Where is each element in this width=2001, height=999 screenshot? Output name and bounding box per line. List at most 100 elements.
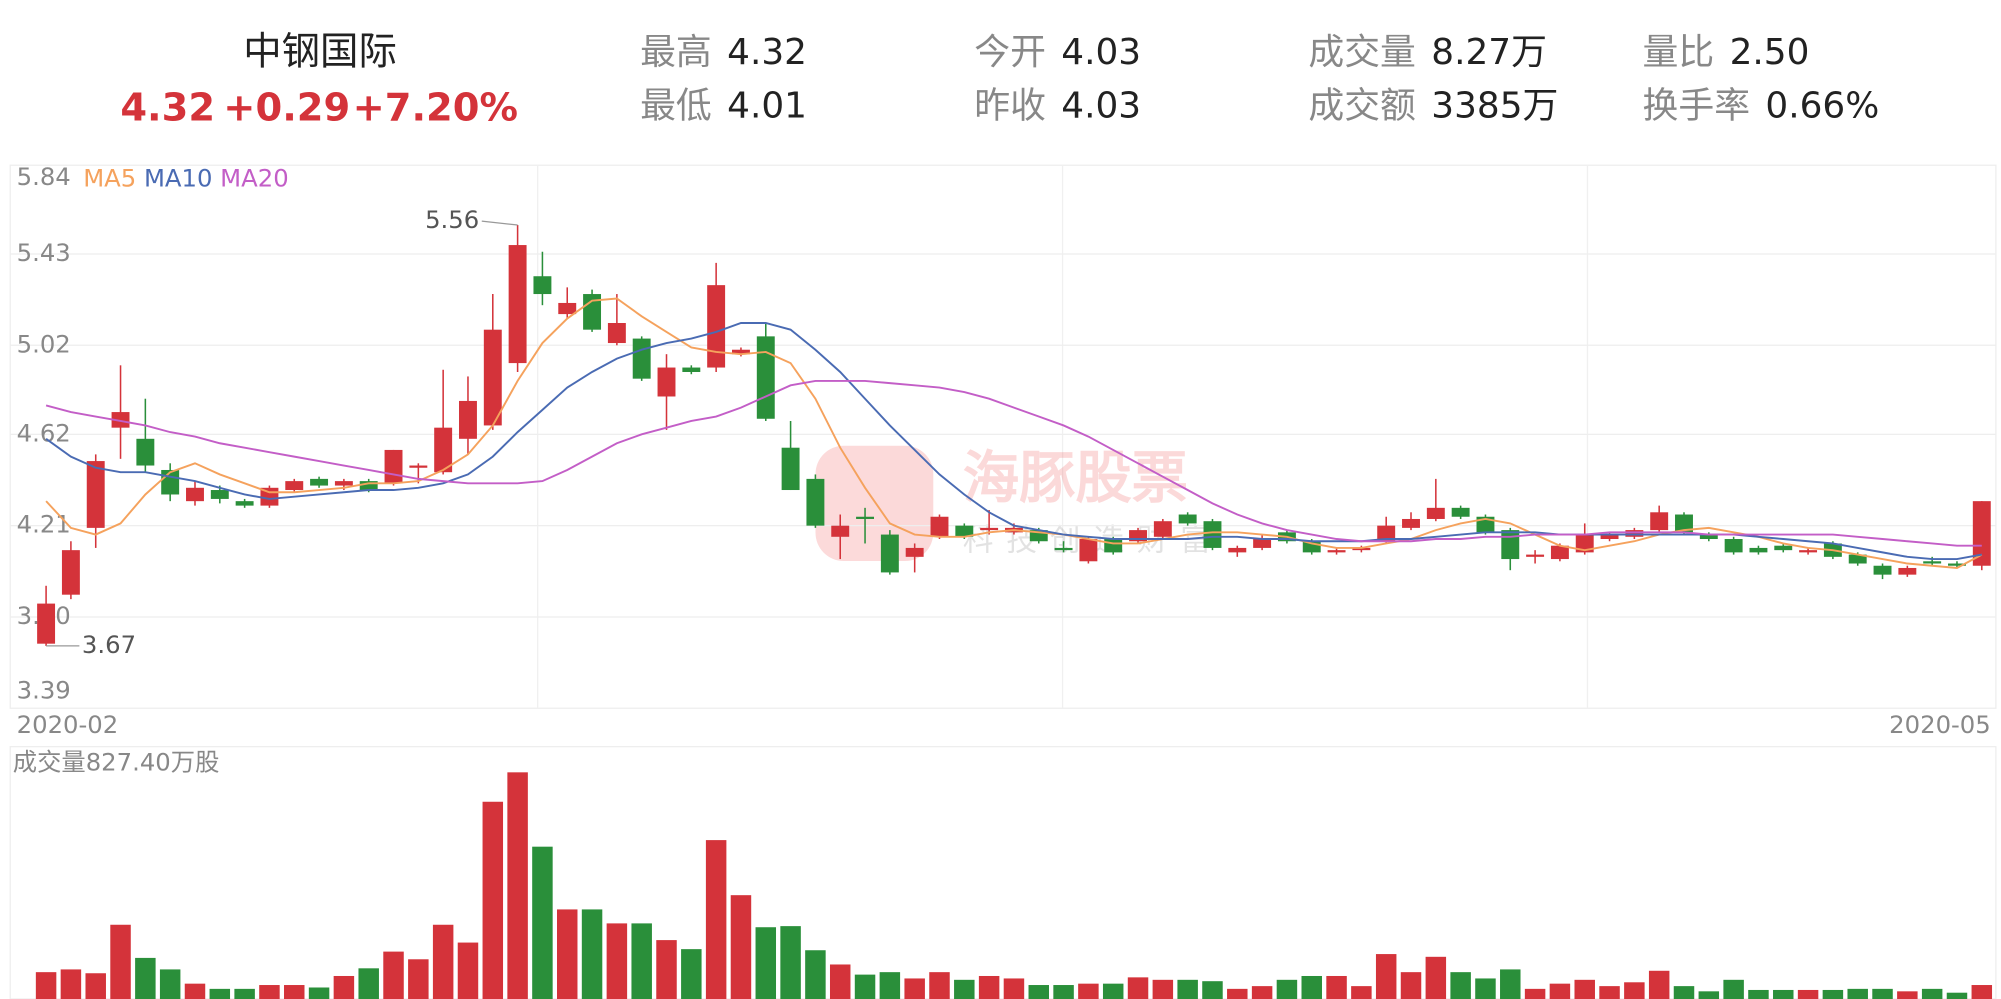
candle-body [1948, 563, 1966, 566]
watermark-brand: 海豚股票 [963, 446, 1188, 511]
candle-body [1650, 512, 1669, 531]
volume-bar [60, 969, 82, 999]
volume-bar [929, 972, 950, 999]
candle-body [781, 447, 800, 491]
volume-bar [1500, 969, 1521, 999]
y-tick-label: 4.21 [17, 510, 71, 539]
candle-body [880, 534, 899, 573]
legend-entry: MA10 [144, 163, 213, 192]
volume-bar [854, 974, 876, 999]
candle-body [980, 527, 999, 531]
stat-label: 成交量 [1308, 32, 1416, 73]
candle-body [1724, 539, 1743, 553]
y-tick-label: 5.43 [17, 238, 71, 267]
change-pct: +7.20% [353, 86, 518, 131]
volume-bar [1003, 978, 1025, 999]
volume-bar [1152, 979, 1174, 999]
stat-value: 4.03 [1061, 86, 1141, 127]
volume-bar [1301, 975, 1322, 999]
volume-bar [1971, 985, 1993, 999]
candle-body [930, 516, 949, 537]
candle-body [632, 338, 651, 379]
candle-body [1526, 554, 1545, 557]
volume-bar [507, 772, 528, 999]
candle-body [1426, 507, 1445, 519]
volume-bar [1102, 983, 1124, 999]
x-tick-label: 2020-05 [1889, 710, 1991, 739]
candle-body [1848, 554, 1867, 564]
candle-body [731, 349, 750, 355]
candle-body [1153, 521, 1172, 537]
max-pointer [481, 220, 518, 226]
volume-bar [705, 840, 727, 999]
stat-value: 3385万 [1431, 86, 1558, 127]
volume-bar [110, 924, 131, 999]
volume-bar [1723, 979, 1744, 999]
volume-bar [1847, 988, 1868, 999]
candle-body [1873, 565, 1892, 575]
volume-bar [1375, 954, 1397, 999]
volume-bar [1897, 991, 1918, 999]
candle-body [856, 516, 875, 519]
candle-body [285, 481, 304, 491]
volume-bar [1227, 988, 1248, 999]
volume-bar [1748, 989, 1769, 999]
candle-body [1104, 539, 1123, 553]
volume-bar [432, 924, 454, 999]
candle-body [1600, 534, 1619, 540]
max-label: 5.56 [425, 205, 479, 234]
candle-body [1302, 541, 1321, 553]
candle-body [1352, 547, 1371, 551]
candle-body [459, 400, 477, 439]
y-tick-label: 5.02 [17, 329, 71, 358]
price-panel [9, 164, 1997, 709]
candle-body [434, 427, 453, 473]
candle-body [1029, 530, 1048, 542]
candle-body [682, 367, 701, 372]
volume-bar [1773, 989, 1794, 999]
candle-body [61, 550, 80, 595]
volume-bar [1177, 979, 1198, 999]
candle-body [1625, 530, 1644, 537]
stat-value: 4.03 [1061, 32, 1141, 73]
candle-body [86, 461, 105, 528]
volume-bar [978, 975, 1000, 999]
volume-bar [904, 978, 925, 999]
candle-body [1203, 521, 1222, 548]
stat-label: 今开 [974, 32, 1046, 73]
volume-bar [1524, 988, 1546, 999]
candle-body [111, 412, 130, 428]
volume-bar [1822, 989, 1844, 999]
ma-line [45, 322, 1982, 561]
volume-bar [1921, 988, 1943, 999]
candle-body [359, 481, 378, 491]
candle-body [1501, 530, 1520, 560]
candle-body [831, 525, 850, 537]
candle-body [657, 367, 676, 397]
legend-entry: MA5 [83, 163, 136, 192]
volume-bar [581, 909, 603, 999]
stat-label: 最高 [640, 32, 712, 73]
candle-body [1550, 545, 1569, 560]
volume-bar [532, 846, 553, 999]
volume-bar [1276, 979, 1298, 999]
volume-bar [457, 942, 479, 999]
stat-label: 成交额 [1308, 86, 1416, 127]
stat-value: 0.66% [1765, 86, 1879, 127]
stat-value: 4.01 [727, 86, 807, 127]
legend-entry: MA20 [220, 163, 289, 192]
candle-body [136, 438, 155, 466]
y-tick-label: 4.62 [17, 418, 71, 447]
candle-body [1972, 501, 1991, 566]
volume-bar [1251, 986, 1273, 999]
volume-bar [1946, 992, 1968, 999]
volume-bar [135, 957, 156, 999]
candle-body [1451, 507, 1470, 517]
candle-body [310, 478, 329, 486]
x-tick-label: 2020-02 [17, 710, 119, 739]
candle-body [558, 302, 577, 315]
volume-bar [556, 909, 578, 999]
candle-body [1054, 547, 1073, 551]
volume-bar [85, 973, 106, 999]
